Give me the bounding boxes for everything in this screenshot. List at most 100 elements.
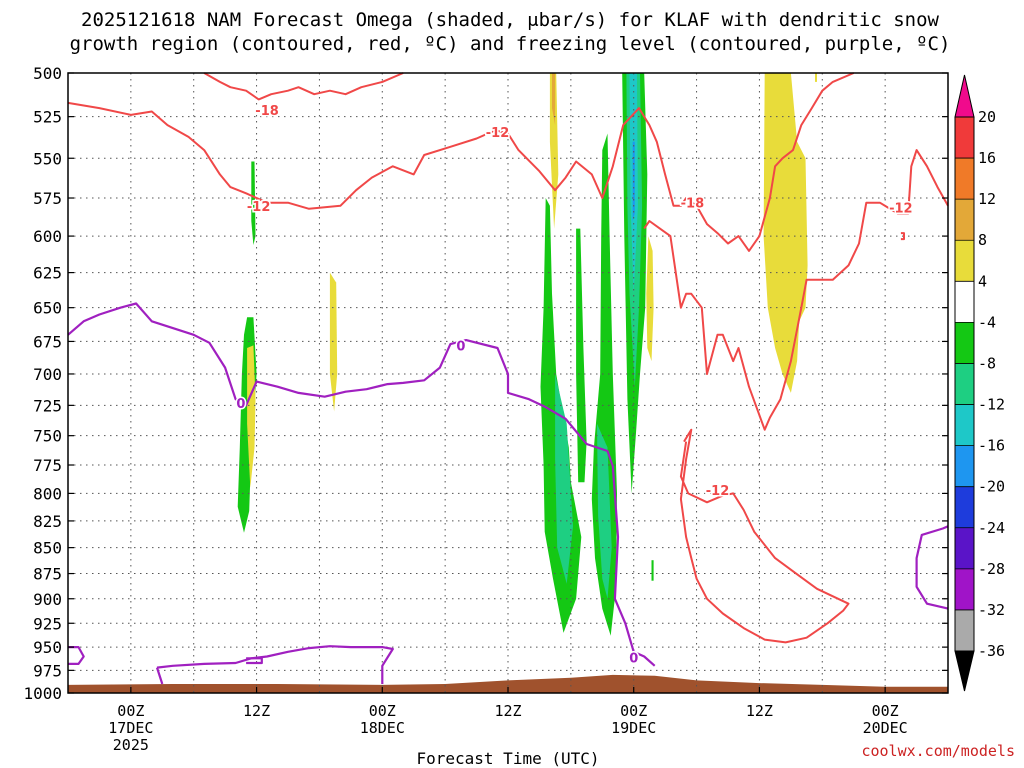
- contour-layer: [67, 72, 949, 685]
- colorbar-bin-9: [955, 486, 974, 529]
- colorbar-label: -20: [978, 478, 1005, 496]
- colorbar-bin-3: [955, 240, 974, 282]
- red-contour-1: [67, 72, 855, 252]
- x-tick-label: 12Z: [243, 702, 270, 720]
- terrain-layer: [68, 674, 948, 693]
- contour-label-2: -12: [247, 200, 271, 215]
- colorbar-bin-6: [955, 363, 974, 405]
- terrain-fill: [68, 674, 948, 693]
- y-tick-label: 500: [33, 64, 62, 83]
- colorbar-label: 12: [978, 190, 996, 208]
- y-tick-label: 925: [33, 614, 62, 633]
- x-tick-label: 00Z: [872, 702, 899, 720]
- purple-contour-4: [246, 657, 263, 665]
- omega-region-3: [329, 272, 338, 412]
- colorbar-under-triangle: [954, 650, 975, 692]
- purple-contour-2: [156, 645, 394, 684]
- x-tick-label: 00Z: [369, 702, 396, 720]
- omega-region-18: [815, 73, 817, 82]
- omega-region-1: [251, 161, 256, 245]
- contour-label-6: 0: [236, 397, 245, 412]
- y-tick-label: 675: [33, 332, 62, 351]
- colorbar-bin-5: [955, 322, 974, 364]
- y-tick-label: 850: [33, 539, 62, 558]
- x-tick-label: 19DEC: [611, 719, 656, 737]
- colorbar-over-triangle: [954, 74, 975, 118]
- y-tick-label: 800: [33, 484, 62, 503]
- red-contour-2: [643, 149, 949, 431]
- colorbar-bin-12: [955, 609, 974, 652]
- contour-label-1: -12: [486, 126, 510, 141]
- y-tick-label: 975: [33, 661, 62, 680]
- red-contour-4: [900, 232, 905, 241]
- y-tick-label: 950: [33, 638, 62, 657]
- colorbar-label: -24: [978, 519, 1005, 537]
- colorbar: 20 16 12 8 4 -4 -8 -12 -16 -20 -24 -28 -32 -36: [954, 74, 1005, 692]
- omega-region-5: [552, 73, 556, 126]
- y-tick-label: 875: [33, 565, 62, 584]
- chart-title-line2: growth region (contoured, red, ºC) and f…: [70, 33, 951, 55]
- purple-contour-3: [155, 667, 164, 685]
- contour-labels: -18 -12 -12 -18 -12 -12 0 0 0: [235, 102, 914, 668]
- colorbar-bin-1: [955, 158, 974, 200]
- red-contour-3: [679, 428, 850, 644]
- omega-region-10: [597, 423, 612, 599]
- y-tick-label: 1000: [23, 684, 62, 703]
- y-tick-label: 725: [33, 396, 62, 415]
- y-tick-label: 775: [33, 456, 62, 475]
- purple-contour-5: [915, 525, 949, 610]
- contour-label-0: -18: [255, 104, 279, 119]
- colorbar-label: 8: [978, 231, 987, 249]
- chart-title-line1: 2025121618 NAM Forecast Omega (shaded, μ…: [81, 9, 939, 31]
- y-axis: 500 525 550 575 600 625 650 675 700 725 750 775 800 8…: [23, 64, 948, 703]
- colorbar-bin-2: [955, 199, 974, 241]
- x-axis-label: Forecast Time (UTC): [416, 749, 599, 768]
- omega-region-8: [576, 228, 587, 483]
- colorbar-label: 20: [978, 108, 996, 126]
- omega-region-16: [651, 560, 654, 581]
- colorbar-label: -8: [978, 354, 996, 372]
- x-tick-label: 00Z: [620, 702, 647, 720]
- contour-label-8: 0: [629, 651, 638, 666]
- contour-label-7: 0: [456, 339, 465, 354]
- colorbar-label: -28: [978, 560, 1005, 578]
- omega-region-7: [555, 374, 573, 584]
- y-tick-label: 575: [33, 189, 62, 208]
- colorbar-label: -36: [978, 642, 1005, 660]
- y-tick-label: 525: [33, 108, 62, 127]
- omega-region-15: [646, 236, 654, 362]
- colorbar-label: 16: [978, 149, 996, 167]
- omega-shading: [237, 73, 817, 636]
- colorbar-bin-11: [955, 568, 974, 611]
- colorbar-label: -4: [978, 313, 996, 331]
- y-tick-label: 825: [33, 512, 62, 531]
- colorbar-label: -16: [978, 437, 1005, 455]
- colorbar-bin-8: [955, 445, 974, 487]
- y-tick-label: 900: [33, 590, 62, 609]
- y-tick-label: 650: [33, 299, 62, 318]
- colorbar-label: -32: [978, 601, 1005, 619]
- colorbar-bin-4: [955, 281, 974, 323]
- x-tick-label: 12Z: [494, 702, 521, 720]
- contour-label-3: -18: [681, 197, 705, 212]
- grid-lines: [68, 73, 948, 693]
- x-tick-label: 2025: [113, 736, 149, 754]
- credit-text: coolwx.com/models: [861, 742, 1015, 760]
- red-contour-0: [203, 72, 404, 101]
- colorbar-bin-0: [955, 117, 974, 159]
- x-tick-label: 12Z: [746, 702, 773, 720]
- colorbar-bin-10: [955, 527, 974, 570]
- y-tick-label: 700: [33, 365, 62, 384]
- contour-label-4: -12: [889, 201, 913, 216]
- y-tick-label: 550: [33, 149, 62, 168]
- x-tick-label: 00Z: [117, 702, 144, 720]
- y-tick-label: 625: [33, 264, 62, 283]
- purple-contour-0: [67, 302, 656, 667]
- omega-region-2: [247, 345, 256, 488]
- omega-region-17: [763, 73, 808, 393]
- colorbar-label: 4: [978, 272, 987, 290]
- y-tick-label: 600: [33, 227, 62, 246]
